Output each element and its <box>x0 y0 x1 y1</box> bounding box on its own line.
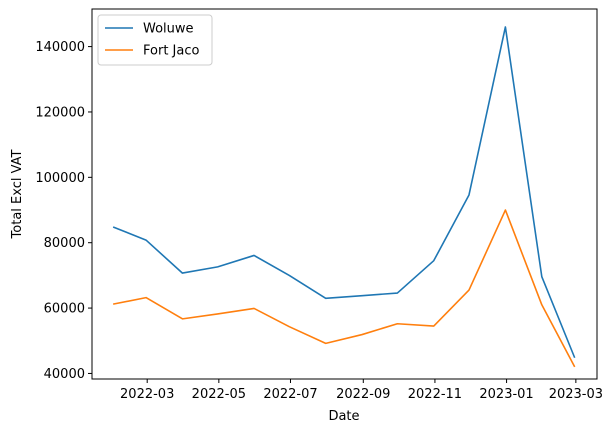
x-tick-label: 2023-01 <box>479 387 533 402</box>
y-tick-label: 100000 <box>35 171 85 186</box>
x-tick-label: 2022-03 <box>120 387 174 402</box>
x-axis: 2022-03 2022-05 2022-07 2022-09 2022-11 2023-… <box>120 379 603 402</box>
x-tick-label: 2022-07 <box>263 387 317 402</box>
y-tick-label: 80000 <box>44 236 85 251</box>
legend: Woluwe Fort Jaco <box>97 14 213 66</box>
x-tick-label: 2022-09 <box>336 387 390 402</box>
y-axis: 40000 60000 80000 100000 120000 140000 <box>35 40 92 382</box>
legend-label: Woluwe <box>143 22 194 37</box>
series-line-1 <box>112 26 576 359</box>
x-tick-label: 2023-03 <box>549 387 603 402</box>
series-group <box>112 26 576 368</box>
x-tick-label: 2022-05 <box>192 387 246 402</box>
x-tick-label: 2022-11 <box>408 387 462 402</box>
x-axis-label: Date <box>328 409 359 424</box>
y-axis-label: Total Excl VAT <box>10 149 25 239</box>
series-line-2 <box>112 209 576 368</box>
y-tick-label: 40000 <box>44 367 85 382</box>
y-tick-label: 120000 <box>35 105 85 120</box>
legend-label: Fort Jaco <box>143 44 199 59</box>
plot-area <box>91 8 598 380</box>
y-tick-label: 140000 <box>35 40 85 55</box>
y-tick-label: 60000 <box>44 302 85 317</box>
